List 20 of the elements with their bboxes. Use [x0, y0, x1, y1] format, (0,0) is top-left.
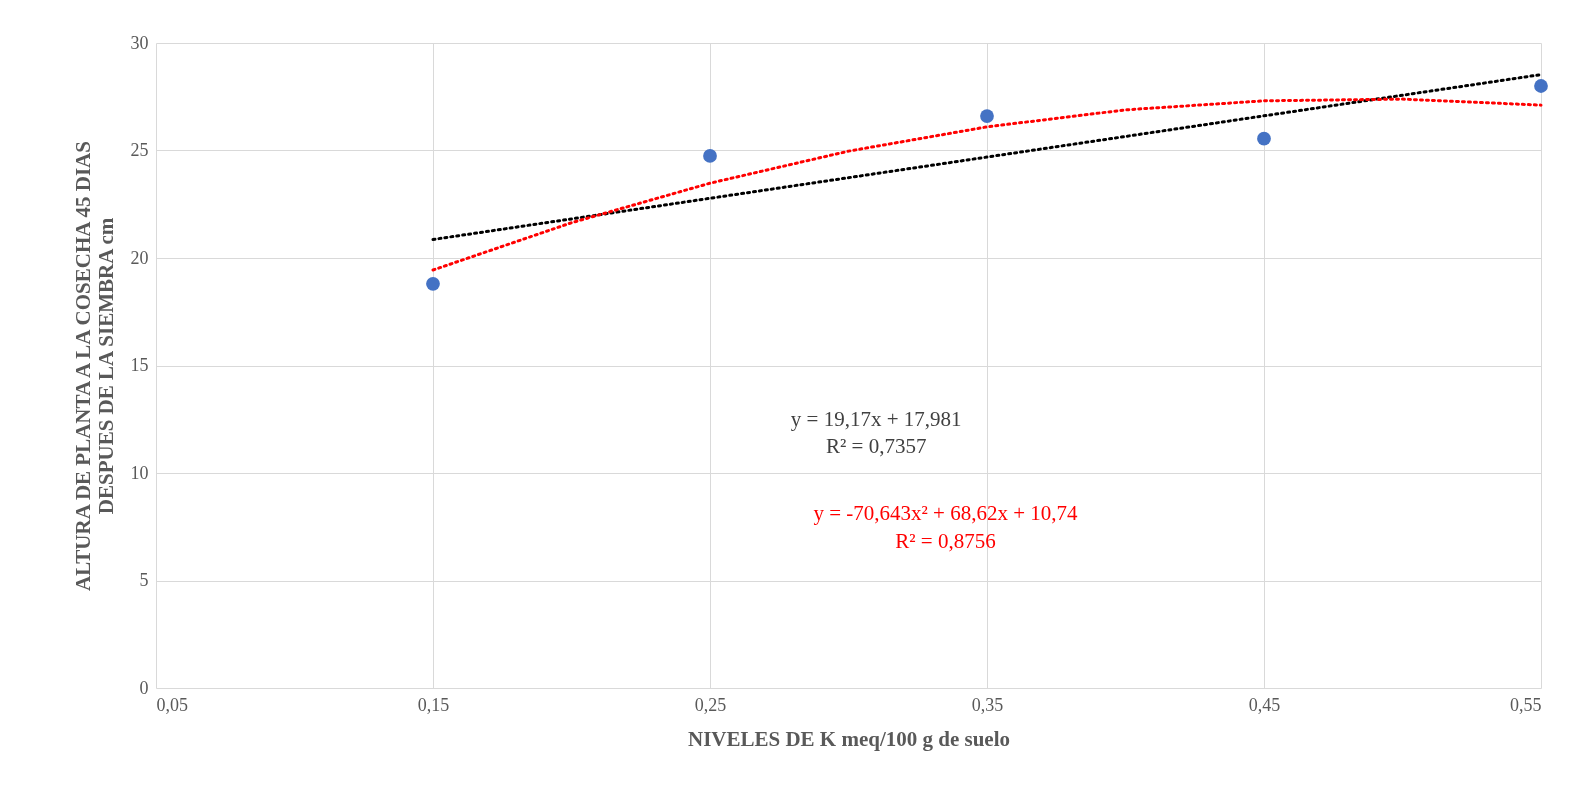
x-tick-label: 0,45: [1248, 694, 1281, 715]
line-series: [431, 97, 1543, 272]
annotation: y = -70,643x² + 68,62x + 10,74: [813, 500, 1078, 525]
annotation: y = 19,17x + 17,981: [790, 407, 962, 432]
x-tick-label: 0,55: [1510, 694, 1542, 715]
y-tick-label: 25: [130, 140, 149, 160]
x-axis-title: NIVELES DE K meq/100 g de suelo: [687, 726, 1011, 751]
y-tick-label: 10: [130, 462, 149, 483]
x-tick-label: 0,05: [156, 694, 188, 715]
y-tick-label: 20: [130, 247, 149, 268]
y-axis-title: ALTURA DE PLANTA A LA COSECHA 45 DIAS DESPUES DE LA SIEMBRA cm: [70, 141, 118, 591]
annotation: R² = 0,7357: [826, 434, 927, 459]
x-tick-label: 0,25: [694, 694, 727, 715]
annotation: R² = 0,8756: [895, 528, 996, 553]
x-tick-label: 0,15: [417, 694, 450, 715]
y-tick-label: 30: [130, 32, 149, 53]
y-tick-label: 0: [139, 677, 149, 698]
y-tick-label: 5: [139, 570, 149, 590]
y-tick-label: 15: [130, 355, 149, 375]
x-tick-label: 0,35: [971, 694, 1004, 715]
